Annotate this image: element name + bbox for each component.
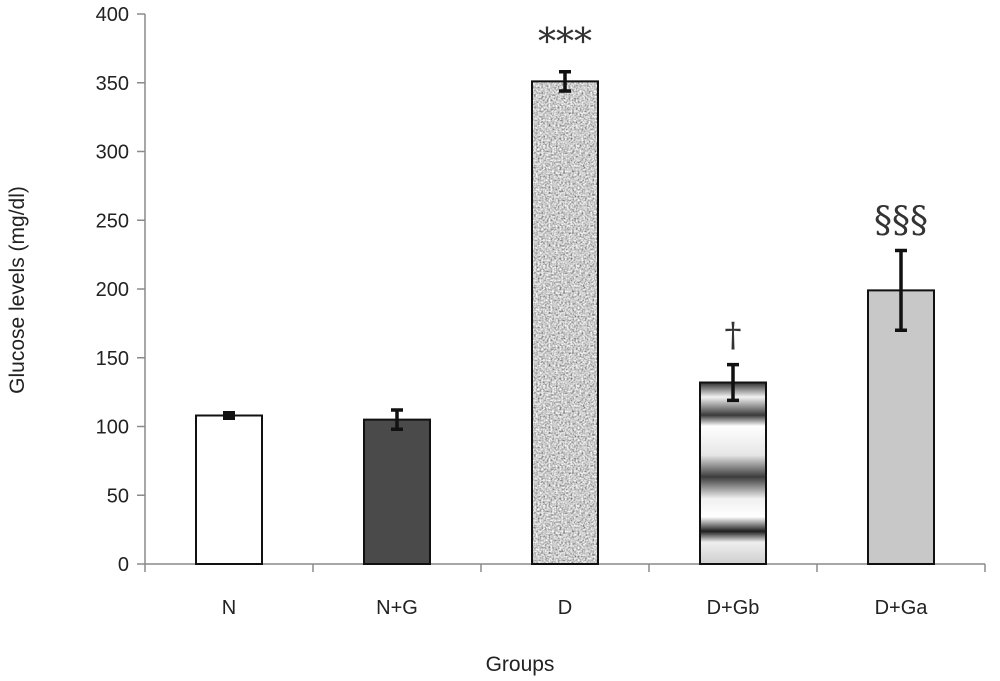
y-tick-label: 400 bbox=[96, 4, 129, 26]
bars-group bbox=[195, 80, 935, 565]
bar-N+G bbox=[363, 418, 431, 565]
error-bars-group bbox=[223, 70, 907, 431]
x-axis-title: Groups bbox=[486, 653, 555, 676]
y-tick-label: 50 bbox=[107, 485, 129, 507]
bar-N bbox=[195, 414, 263, 565]
x-tick-label: D bbox=[558, 597, 572, 619]
x-tick-label: N+G bbox=[376, 597, 418, 619]
y-tick-label: 100 bbox=[96, 417, 129, 439]
y-tick-label: 150 bbox=[96, 348, 129, 370]
x-axis-ticks: N N+G D D+Gb D+Ga bbox=[144, 564, 986, 619]
x-tick-label: D+Gb bbox=[707, 597, 760, 619]
y-tick-label: 200 bbox=[96, 279, 129, 301]
y-tick-label: 250 bbox=[96, 210, 129, 232]
y-axis-title: Glucose levels (mg/dl) bbox=[6, 186, 29, 394]
bar-D+Ga bbox=[867, 289, 935, 565]
y-tick-label: 350 bbox=[96, 73, 129, 95]
y-axis-ticks: 0 50 100 150 200 250 300 350 400 bbox=[96, 4, 145, 576]
x-tick-label: D+Ga bbox=[875, 597, 929, 619]
x-tick-label: N bbox=[222, 597, 236, 619]
error-bar bbox=[559, 70, 571, 93]
error-bar bbox=[727, 362, 739, 403]
significance-labels-group: *** † §§§ bbox=[538, 22, 928, 356]
significance-label: *** bbox=[538, 22, 592, 63]
error-bar bbox=[223, 411, 235, 420]
bar-D+Gb bbox=[699, 381, 767, 565]
y-tick-label: 300 bbox=[96, 142, 129, 164]
significance-label: §§§ bbox=[874, 201, 928, 242]
error-bar bbox=[391, 408, 403, 431]
y-tick-label: 0 bbox=[118, 554, 129, 576]
error-bar bbox=[895, 248, 907, 332]
bar-D bbox=[531, 80, 599, 565]
significance-label: † bbox=[725, 316, 742, 356]
